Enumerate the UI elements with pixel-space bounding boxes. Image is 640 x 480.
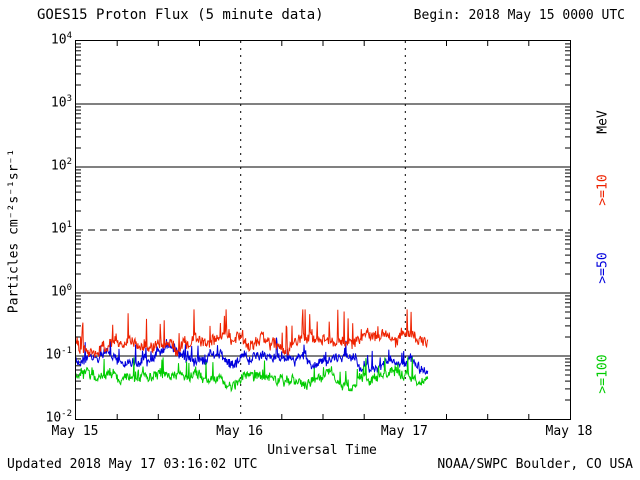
x-tick-label: May 15 (51, 424, 99, 439)
chart-canvas (76, 41, 570, 419)
series-label-ge100: >=100 (595, 354, 611, 394)
y-tick-label-10e2: 102 (50, 157, 72, 174)
series-label-ge50: >=50 (595, 252, 611, 284)
plot-area (75, 40, 571, 420)
mev-unit-label: MeV (595, 110, 611, 134)
x-tick-label: May 17 (380, 424, 428, 439)
begin-time-label: Begin: 2018 May 15 0000 UTC (413, 8, 625, 23)
y-tick-label-10e3: 103 (50, 94, 72, 111)
series-label-ge10: >=10 (595, 174, 611, 206)
y-tick-label-10e-1: 10-1 (45, 346, 73, 363)
y-tick-label-10e4: 104 (50, 31, 72, 48)
trace-ge10 (76, 309, 429, 358)
x-tick-label: May 16 (216, 424, 264, 439)
y-tick-label-10e0: 100 (50, 283, 72, 300)
x-axis-label: Universal Time (267, 443, 377, 458)
y-tick-label-10e1: 101 (50, 220, 72, 237)
data-source-label: NOAA/SWPC Boulder, CO USA (437, 457, 633, 472)
updated-timestamp: Updated 2018 May 17 03:16:02 UTC (7, 457, 258, 472)
y-tick-label-10e-2: 10-2 (45, 409, 73, 426)
trace-ge50 (76, 337, 429, 375)
x-tick-label: May 18 (545, 424, 593, 439)
trace-ge100 (76, 357, 429, 393)
chart-title: GOES15 Proton Flux (5 minute data) (37, 7, 324, 23)
y-axis-label: Particles cm⁻²s⁻¹sr⁻¹ (6, 148, 22, 314)
